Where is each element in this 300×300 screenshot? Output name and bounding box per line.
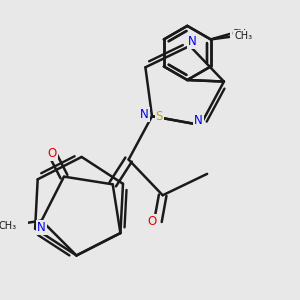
Text: N: N — [188, 35, 197, 48]
Text: N: N — [140, 108, 149, 121]
Text: N: N — [194, 114, 203, 127]
Text: O: O — [147, 215, 157, 228]
Text: S: S — [156, 110, 163, 123]
Text: CH₃: CH₃ — [0, 221, 17, 231]
Text: O: O — [47, 146, 57, 160]
Text: CH₃: CH₃ — [234, 32, 252, 41]
Text: CH₃: CH₃ — [231, 28, 250, 38]
Text: N: N — [37, 221, 46, 234]
